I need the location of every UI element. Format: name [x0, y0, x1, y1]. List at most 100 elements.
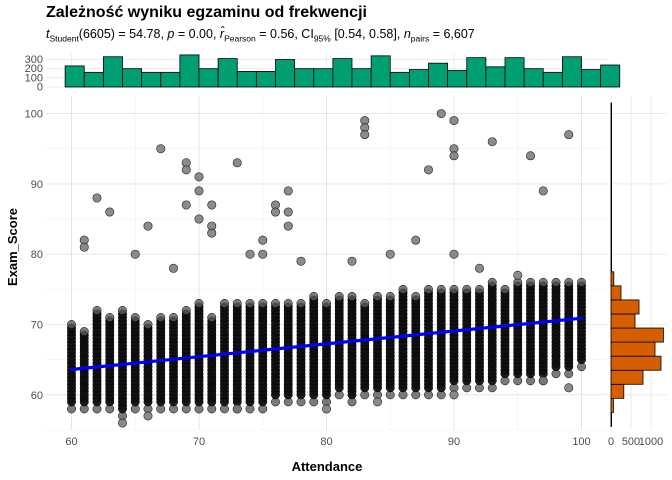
scatter-point-outlier — [525, 151, 535, 161]
top-hist-bar — [447, 70, 468, 88]
scatter-point-outlier — [130, 249, 140, 259]
regression-line-group — [69, 316, 584, 372]
right-hist-bar — [610, 412, 613, 427]
scatter-point — [551, 277, 561, 287]
top-hist-bar — [561, 56, 582, 88]
scatter-point-outlier — [564, 383, 574, 393]
top-hist-bar — [504, 57, 525, 88]
right-hist-bar — [610, 327, 664, 343]
scatter-point — [411, 291, 421, 301]
top-hist-bar — [581, 69, 602, 88]
x-tick-label: 70 — [193, 436, 205, 448]
right-hist-bar — [610, 299, 640, 315]
top-hist-tick-label: 200 — [25, 63, 43, 75]
y-tick-label: 80 — [31, 249, 43, 261]
scatter-point-outlier — [143, 411, 153, 421]
scatter-point-outlier — [207, 228, 217, 238]
scatter-point-outlier — [181, 200, 191, 210]
scatter-point — [220, 298, 229, 308]
n-sub: pairs — [410, 33, 430, 44]
t-label: t — [46, 27, 50, 41]
top-hist-bar — [217, 58, 238, 88]
scatter-point — [385, 291, 395, 301]
scatter-point — [398, 284, 408, 294]
scatter-point-outlier — [194, 172, 204, 182]
ci-sub: 95% — [313, 33, 331, 44]
scatter-point — [258, 298, 268, 308]
scatter-points — [67, 109, 586, 428]
top-hist-bar — [428, 62, 449, 88]
right-hist-bar — [610, 313, 636, 329]
scatter-point-outlier — [118, 418, 128, 428]
right-hist-tick-label: 500 — [622, 436, 640, 448]
scatter-point — [360, 298, 370, 308]
scatter-point-outlier — [411, 235, 421, 245]
scatter-point — [526, 277, 535, 287]
scatter-point — [373, 291, 382, 301]
scatter-point — [79, 327, 89, 337]
r-value: = 0.56, CI — [259, 27, 314, 41]
scatter-point-outlier — [283, 207, 293, 217]
scatter-point-outlier — [449, 151, 459, 161]
scatter-point — [309, 291, 319, 301]
top-histogram — [64, 54, 621, 88]
scatter-point-outlier — [156, 144, 166, 154]
scatter-point-outlier — [385, 249, 395, 259]
scatter-point-outlier — [423, 165, 433, 175]
top-hist-bar — [160, 71, 181, 88]
p-label: p — [167, 27, 175, 41]
scatter-point-outlier — [449, 116, 459, 126]
scatter-point — [577, 277, 586, 287]
right-histogram — [610, 102, 664, 427]
top-hist-tick-label: 0 — [37, 82, 43, 94]
scatter-point-outlier — [143, 221, 153, 231]
scatter-point-outlier — [449, 249, 459, 259]
scatter-point-outlier — [564, 130, 574, 140]
scatter-point-outlier — [487, 137, 497, 147]
scatter-point-outlier — [232, 158, 242, 168]
scatter-point-outlier — [232, 404, 242, 414]
scatter-point — [347, 291, 357, 301]
top-hist-bar — [466, 57, 487, 88]
scatter-point — [271, 298, 280, 308]
scatter-point — [181, 306, 191, 315]
scatter-point-outlier — [296, 256, 306, 266]
scatter-point-outlier — [258, 235, 268, 245]
x-tick-label: 60 — [65, 436, 77, 448]
scatter-point-outlier — [449, 390, 459, 400]
scatter-point — [232, 298, 242, 308]
top-hist-bar — [332, 58, 353, 88]
scatter-point — [283, 298, 293, 308]
top-hist-bar — [102, 56, 123, 88]
scatter-point — [487, 277, 497, 287]
y-axis-label: Exam_Score — [5, 208, 20, 286]
ci-value: [0.54, 0.58], — [334, 27, 401, 41]
scatter-point — [156, 313, 166, 322]
top-hist-bar — [198, 68, 219, 88]
scatter-point-outlier — [347, 256, 357, 266]
top-hist-bar — [83, 71, 104, 88]
t-df: (6605) = 54.78, — [78, 27, 164, 41]
scatter-point-outlier — [79, 242, 89, 252]
scatter-point-outlier — [474, 263, 484, 273]
right-hist-bar — [610, 369, 644, 385]
scatter-point-outlier — [92, 193, 102, 203]
scatter-point-outlier — [513, 270, 523, 280]
scatter-point-outlier — [321, 404, 331, 414]
scatter-point-outlier — [436, 109, 446, 119]
scatter-point-outlier — [194, 186, 204, 196]
x-tick-label: 90 — [448, 436, 460, 448]
scatter-point — [475, 284, 484, 294]
right-hist-bar — [610, 355, 662, 371]
top-hist-bar — [294, 68, 315, 88]
y-tick-label: 90 — [31, 179, 43, 191]
right-hist-bar — [610, 271, 615, 287]
scatter-point — [67, 320, 76, 329]
right-hist-tick-label: 0 — [608, 436, 614, 448]
scatter-point-outlier — [181, 165, 191, 175]
top-hist-bar — [64, 65, 85, 88]
p-value: = 0.00, — [177, 27, 217, 41]
scatter-point-outlier — [538, 186, 548, 196]
right-hist-bar — [610, 257, 613, 273]
